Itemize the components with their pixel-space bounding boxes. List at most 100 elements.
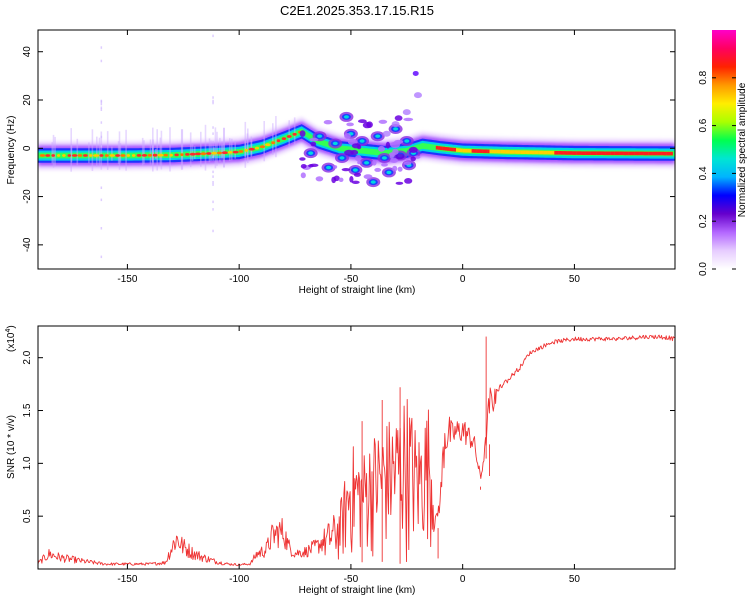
spectrogram-core — [523, 150, 526, 154]
spectrogram-blob-core — [386, 170, 392, 175]
spectrogram-peak — [217, 151, 222, 155]
snr-panel: -150 -100 -50 0 50 0.5 1.0 1.5 2.0 Height of str… — [5, 325, 676, 596]
spectrogram-x-tick-label: -100 — [229, 274, 249, 285]
spectrogram-streak — [119, 143, 122, 163]
spectrogram-peak — [232, 150, 239, 154]
spectrogram-peak — [254, 146, 260, 150]
spectrogram-speck — [299, 130, 306, 137]
spectrogram-peak — [39, 154, 46, 157]
spectrogram-peak — [88, 154, 93, 157]
spectrogram-core — [545, 150, 548, 155]
spectrogram-core — [516, 150, 519, 154]
spectrogram-speck — [366, 121, 373, 128]
snr-scale-exponent: 4 — [5, 329, 12, 333]
spectrogram-speck — [338, 177, 344, 182]
spectrogram-streak — [221, 144, 223, 158]
spectrogram-peak — [227, 151, 233, 154]
spectrogram-peak — [45, 154, 51, 157]
snr-x-tick-label: -50 — [344, 574, 359, 585]
spectrogram-blob-core — [364, 161, 370, 165]
spectrogram-core — [637, 151, 640, 156]
snr-content — [38, 334, 675, 567]
spectrogram-core — [630, 151, 633, 156]
spectrogram-core — [540, 150, 544, 155]
spectrogram-peak — [276, 139, 281, 143]
spectrogram-peak — [141, 154, 148, 157]
spectrogram-peak — [152, 153, 158, 157]
spectrogram-streak — [275, 116, 277, 158]
spectrogram-streak — [169, 127, 171, 172]
spectrogram-core — [590, 151, 593, 155]
spectrogram-speck — [300, 172, 306, 179]
spectrogram-speck — [403, 117, 414, 122]
spectrogram-peak — [99, 154, 104, 157]
spectrogram-core — [518, 150, 521, 154]
spectrogram-streak — [247, 128, 249, 163]
spectrogram-noise-dot — [100, 100, 103, 103]
spectrogram-core — [435, 145, 439, 150]
spectrogram-core — [469, 149, 472, 153]
spectrogram-streak — [288, 120, 290, 147]
spectrogram-speck — [394, 115, 403, 121]
spectrogram-core — [663, 151, 667, 156]
spectrogram-core — [478, 149, 481, 153]
spectrogram-speck — [410, 156, 416, 162]
spectrogram-peak — [194, 152, 202, 156]
snr-y-axis-label: SNR (10 * v/v) — [6, 415, 17, 479]
spectrogram-x-axis-label: Height of straight line (km) — [299, 285, 416, 296]
spectrogram-streak — [96, 136, 98, 167]
spectrogram-streak — [244, 121, 247, 168]
spectrogram-streak — [210, 140, 212, 161]
spectrogram-core — [536, 150, 539, 155]
spectrogram-core — [442, 146, 445, 151]
spectrogram-streak — [54, 136, 56, 167]
spectrogram-core — [453, 147, 457, 152]
spectrogram-core — [652, 151, 655, 156]
spectrogram-peak — [120, 154, 126, 157]
spectrogram-peak — [271, 141, 276, 145]
spectrogram-core — [440, 146, 443, 151]
snr-y-tick-label: 1.0 — [22, 456, 33, 470]
spectrogram-streak — [151, 144, 154, 162]
spectrogram-core — [460, 148, 463, 153]
spectrogram-blob-core — [393, 127, 399, 131]
spectrogram-peak — [174, 153, 179, 157]
spectrogram-peak — [211, 151, 218, 155]
spectrogram-core — [567, 151, 571, 155]
spectrogram-noise-dot — [100, 102, 103, 106]
spectrogram-core — [561, 151, 564, 155]
spectrogram-core — [498, 149, 501, 154]
spectrogram-core — [668, 151, 671, 156]
spectrogram-peak — [51, 154, 55, 157]
spectrogram-core — [628, 151, 631, 156]
spectrogram-streak — [214, 127, 217, 169]
spectrogram-y-tick-label: 40 — [22, 46, 33, 58]
spectrogram-streak — [250, 139, 253, 156]
spectrogram-blob-core — [339, 156, 345, 160]
spectrogram-speck — [371, 160, 377, 166]
spectrogram-streak — [156, 129, 158, 171]
spectrogram-peak — [238, 150, 244, 153]
spectrogram-core — [487, 149, 490, 154]
snr-scale-close: ) — [6, 325, 17, 328]
spectrogram-streak — [70, 128, 72, 172]
spectrogram-y-tick-label: 0 — [22, 145, 33, 151]
spectrogram-blob-core — [370, 180, 376, 184]
colorbar-tick-label: 0.0 — [698, 262, 709, 276]
spectrogram-core — [610, 151, 613, 156]
spectrogram-streak — [111, 146, 113, 161]
spectrogram-speck — [385, 141, 390, 149]
spectrogram-core — [565, 151, 568, 155]
spectrogram-streak — [204, 124, 207, 171]
spectrogram-core — [650, 151, 653, 156]
spectrogram-streak — [180, 129, 183, 170]
spectrogram-arc-blob — [413, 92, 422, 99]
spectrogram-core — [500, 149, 504, 154]
spectrogram-peak — [185, 153, 190, 156]
spectrogram-peak — [126, 154, 131, 157]
spectrogram-core — [449, 147, 452, 152]
spectrogram-core — [585, 151, 588, 155]
spectrogram-streak — [293, 117, 296, 145]
spectrogram-core — [529, 150, 533, 155]
spectrogram-arc-blob — [382, 130, 391, 137]
